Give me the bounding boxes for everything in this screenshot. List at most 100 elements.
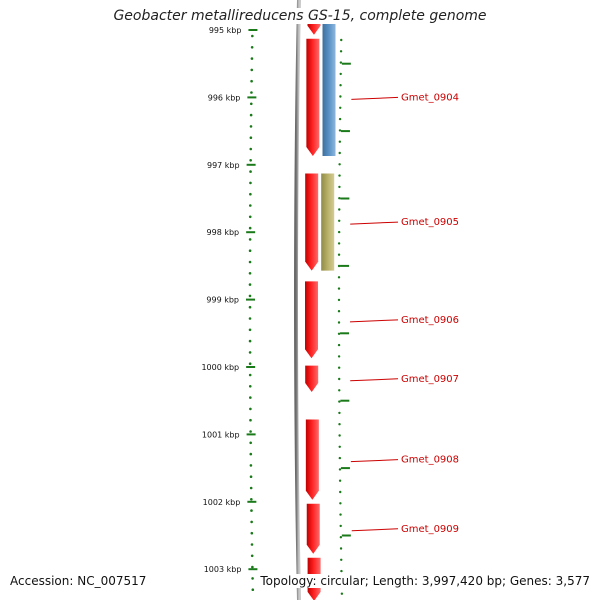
inner-scale-dot — [340, 569, 343, 573]
inner-scale-dot — [337, 366, 341, 369]
scale-dot — [248, 305, 252, 309]
scale-dot — [250, 520, 253, 524]
scale-dot — [249, 396, 252, 399]
map-title: Geobacter metallireducens GS-15, complet… — [0, 8, 600, 24]
scale-dot — [251, 588, 255, 591]
inner-scale-dot — [338, 174, 341, 177]
gene-arrow — [322, 18, 336, 157]
scale-dot — [251, 577, 254, 580]
gene-leader-line — [351, 528, 399, 532]
inner-scale-dot — [337, 343, 341, 347]
inner-scale-dot — [338, 197, 341, 200]
accession-text: Accession: NC_007517 — [8, 574, 149, 588]
scale-dot — [251, 34, 254, 38]
scale-dot — [248, 294, 252, 298]
inner-scale-dot — [338, 456, 342, 460]
gene-leader-line — [351, 96, 399, 100]
inner-scale-dot — [337, 242, 341, 245]
scale-dot — [249, 452, 253, 456]
gene-label: Gmet_0905 — [401, 217, 459, 228]
scale-dot — [250, 543, 254, 546]
inner-scale-dot — [338, 219, 341, 222]
scale-dot — [249, 192, 252, 196]
gene-label: Gmet_0904 — [401, 92, 459, 103]
inner-scale-dot — [338, 151, 341, 155]
inner-scale-dot — [339, 106, 342, 110]
gene-leader-line — [350, 378, 399, 382]
gene-label: Gmet_0907 — [401, 374, 459, 385]
gene-arrow — [306, 503, 320, 554]
scale-dot — [248, 204, 252, 207]
scale-tick-label: 1002 kbp — [203, 498, 241, 507]
scale-dot — [250, 68, 254, 72]
inner-scale-dot — [340, 558, 343, 561]
inner-scale-dot — [337, 298, 341, 302]
inner-scale-dot — [338, 208, 341, 211]
scale-dot — [248, 373, 252, 377]
scale-dot — [249, 486, 253, 490]
scale-dot — [249, 464, 253, 467]
scale-dot — [250, 554, 254, 558]
inner-scale-dot — [339, 490, 342, 494]
scale-dot — [250, 531, 254, 535]
inner-scale-dot — [339, 524, 342, 528]
scale-dot — [248, 272, 252, 275]
inner-scale-dot — [340, 38, 343, 42]
inner-scale-dot — [339, 502, 342, 505]
scale-dot — [249, 102, 253, 106]
scale-tick-label: 999 kbp — [206, 296, 239, 305]
inner-scale-dot — [338, 389, 341, 392]
scale-dot — [249, 475, 253, 479]
inner-scale-dot — [337, 253, 341, 256]
inner-scale-dot — [338, 163, 341, 166]
scale-dot — [250, 509, 253, 512]
scale-tick-label: 1003 kbp — [204, 565, 242, 574]
scale-dot — [249, 181, 252, 185]
genome-backbone — [293, 0, 301, 600]
inner-scale-dot — [339, 547, 343, 550]
gene-label: Gmet_0906 — [401, 315, 459, 326]
inner-scale-dot — [338, 140, 342, 143]
scale-dot — [248, 215, 252, 219]
gene-arrow — [305, 173, 319, 271]
inner-scale-dot — [337, 287, 341, 290]
inner-scale-dot — [337, 355, 341, 358]
inner-scale-dot — [338, 377, 341, 381]
inner-scale-dot — [338, 434, 341, 437]
gene-arrow — [305, 365, 319, 392]
scale-dot — [248, 238, 252, 241]
inner-scale-dot — [339, 72, 342, 76]
inner-scale-dot — [337, 264, 341, 268]
gene-leader-line — [350, 221, 399, 225]
scale-dot — [249, 430, 252, 433]
inner-scale-dot — [339, 536, 343, 539]
gene-leader-line — [350, 459, 399, 463]
scale-tick-label: 995 kbp — [209, 26, 242, 35]
inner-scale-dot — [338, 468, 342, 471]
scale-tick-label: 998 kbp — [207, 228, 240, 237]
scale-dot — [249, 113, 253, 117]
scale-tick-label: 1000 kbp — [201, 363, 239, 372]
scale-dot — [250, 57, 254, 60]
inner-scale-dot — [339, 50, 343, 53]
scale-dot — [250, 91, 253, 94]
scale-dot — [250, 498, 253, 501]
genome-summary-text: Topology: circular; Length: 3,997,420 bp… — [258, 574, 592, 588]
inner-scale-dot — [338, 129, 342, 132]
scale-dot — [248, 283, 252, 286]
scale-dot — [250, 46, 254, 49]
inner-scale-dot — [339, 84, 342, 87]
scale-dot — [249, 125, 253, 128]
inner-scale-dot — [339, 61, 343, 64]
scale-dot — [251, 565, 254, 569]
scale-tick-label: 1001 kbp — [202, 430, 240, 439]
scale-tick-label: 996 kbp — [208, 93, 241, 102]
inner-scale-dot — [337, 310, 341, 313]
gene-label: Gmet_0909 — [401, 524, 459, 535]
inner-scale-dot — [340, 592, 344, 595]
gene-arrow — [305, 281, 319, 359]
scale-dot — [248, 260, 252, 264]
scale-dot — [249, 159, 252, 162]
scale-dot — [249, 136, 253, 139]
